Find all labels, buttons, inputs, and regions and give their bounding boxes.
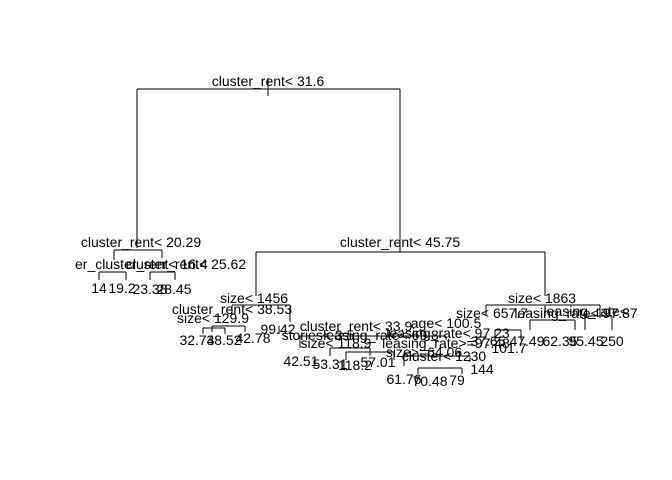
leaf-value: 32.74 (179, 332, 214, 348)
split-label: leasing_rate< (544, 303, 628, 319)
split-label: age< 100.5 (411, 315, 482, 331)
split-label: cluster_rent< 38.53 (172, 301, 292, 317)
leaf-value: 38.52 (206, 332, 241, 348)
split-label: size< 1456 (220, 290, 288, 306)
split-label: cluster_rent< 20.29 (81, 234, 201, 250)
leaf-value: 95.45 (568, 333, 603, 349)
leaf-value: 57.01 (360, 354, 395, 370)
leaf-value: 79 (449, 372, 465, 388)
leaf-value: 144 (470, 361, 494, 377)
leaf-value: 47.49 (509, 333, 544, 349)
leaf-labels: 14 19.2 23.38 28.45 32.74 38.52 42.78 99… (91, 280, 624, 389)
leaf-value: 23.38 (132, 281, 167, 297)
split-label: size< 129.9 (177, 310, 249, 326)
split-label: leasing_rate< 69.8 (323, 327, 439, 343)
split-label: cluster< 1230 (402, 348, 487, 364)
leaf-value: 99.42 (260, 321, 295, 337)
split-labels: cluster_rent< 31.6 cluster_rent< 20.29 c… (75, 73, 638, 364)
leaf-value: 37.65 (470, 333, 505, 349)
split-label: cluster_rent< 45.75 (340, 234, 460, 250)
split-label: cluster_rent< 31.6 (212, 73, 325, 89)
tree-branches (98, 78, 613, 374)
split-label: leasing_rate>=97.48 (382, 335, 510, 351)
leaf-value: 61.76 (386, 371, 421, 387)
split-label: er_cluster_rent< 16.4 (75, 256, 208, 272)
leaf-value: 70.48 (412, 373, 447, 389)
split-label: cluster_rent< 25.62 (126, 256, 246, 272)
leaf-value: 42.78 (235, 330, 270, 346)
split-label: size< 1863 (508, 290, 576, 306)
leaf-value: 42.51 (283, 353, 318, 369)
split-label: stories< 3.5 (282, 327, 355, 343)
leaf-value: 118.2 (338, 357, 372, 373)
leaf-value: 250 (600, 333, 624, 349)
split-label: size< 657.7 (456, 305, 528, 321)
leaf-value: 14 (91, 280, 107, 296)
split-label: size>=64.06 (386, 344, 462, 360)
split-label: size< 118.9 (301, 335, 372, 351)
split-label: leasing_rate< 97.23 (386, 325, 510, 341)
split-label: cluster_rent< 33.9 (300, 318, 413, 334)
leaf-value: 53.31 (312, 356, 347, 372)
leaf-value: 62.35 (542, 333, 577, 349)
split-label: leasing_rate< 97.87 (514, 305, 638, 321)
leaf-value: 101.7 (491, 340, 526, 356)
leaf-value: 19.2 (108, 280, 135, 296)
leaf-value: 28.45 (156, 281, 191, 297)
